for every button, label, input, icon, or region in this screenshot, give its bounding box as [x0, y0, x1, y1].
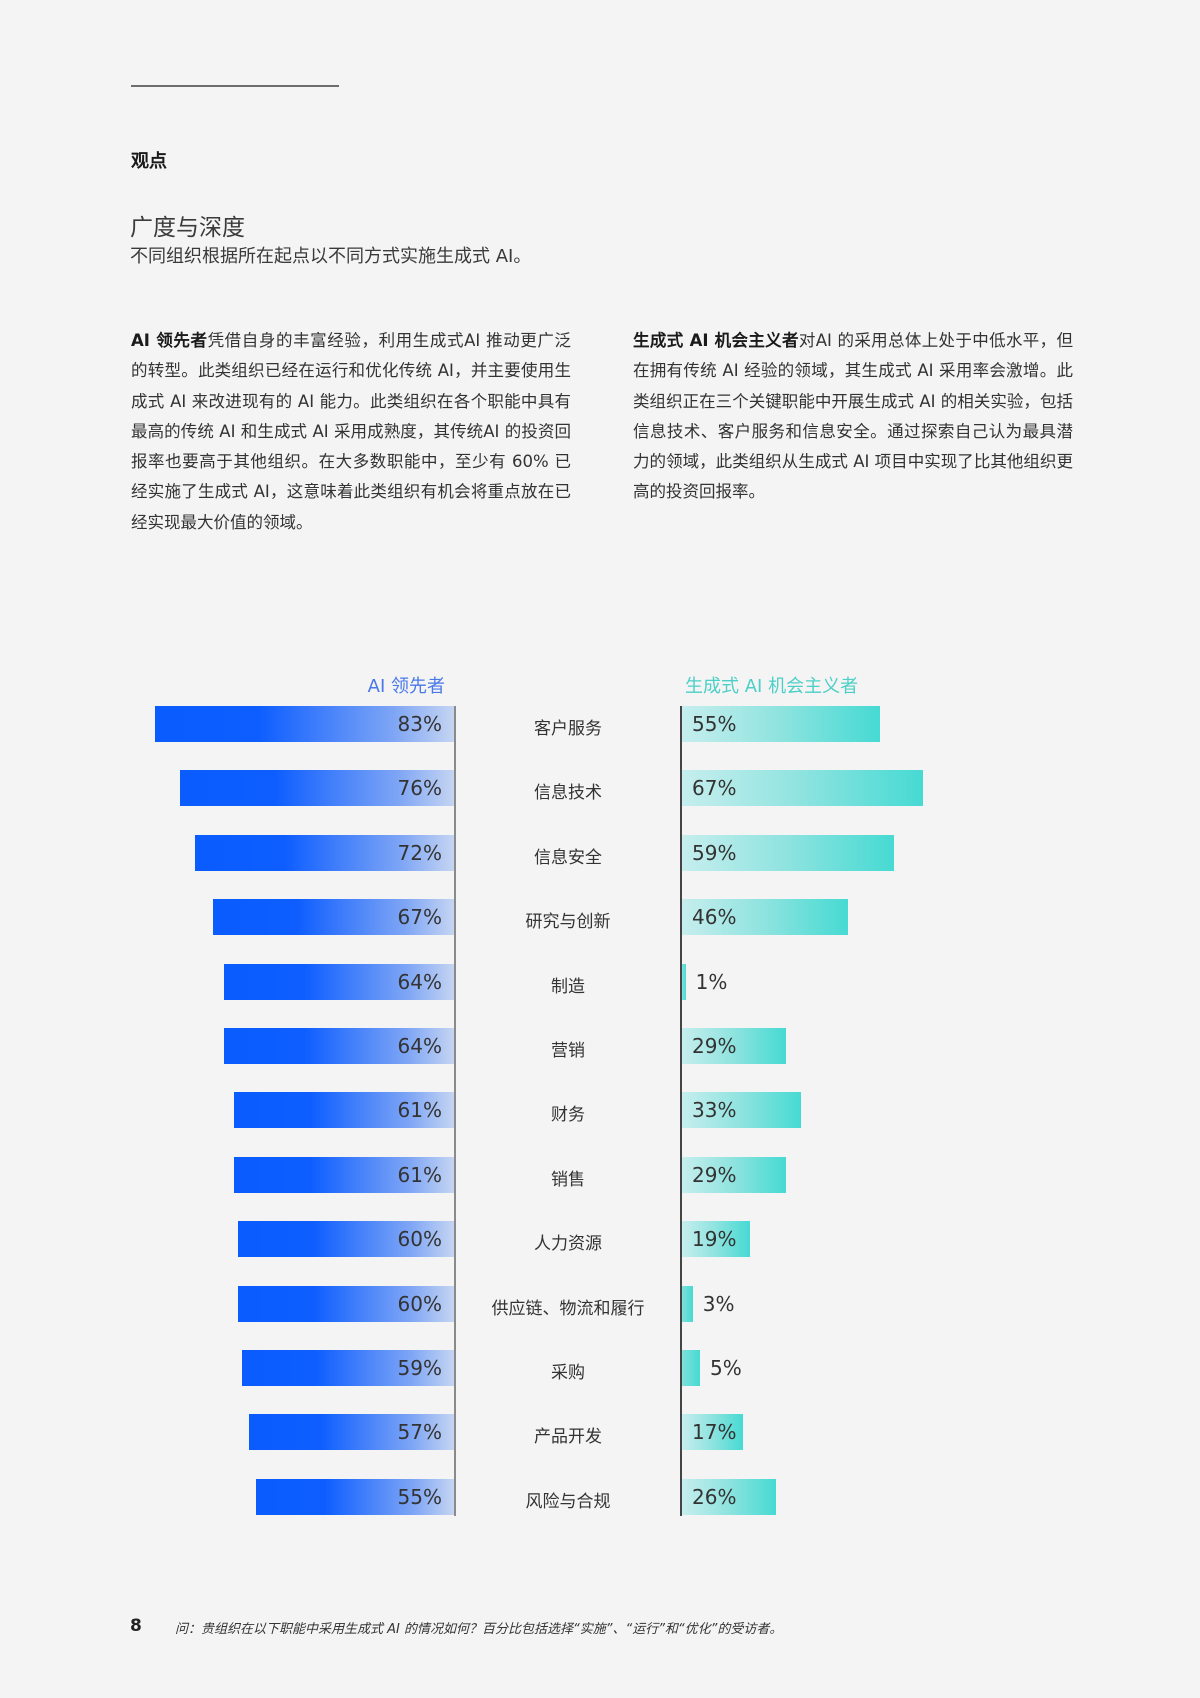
chart-row: 83% 客户服务 55% — [0, 706, 1200, 742]
chart-row: 76% 信息技术 67% — [0, 770, 1200, 807]
value-label: 55% — [692, 712, 737, 736]
bar-genai-opportunists — [682, 1478, 776, 1515]
bar-genai-opportunists — [682, 1092, 801, 1129]
chart-row: 60% 人力资源 19% — [0, 1221, 1200, 1258]
page-number: 8 — [130, 1616, 142, 1636]
bar-ai-leaders: 67% — [212, 899, 454, 936]
category-label: 人力资源 — [534, 1234, 602, 1255]
bar-genai-opportunists — [682, 1350, 700, 1386]
value-label: 55% — [397, 1484, 442, 1509]
value-label: 76% — [397, 776, 442, 801]
chart-row: 67% 研究与创新 46% — [0, 899, 1200, 936]
category-label: 营销 — [551, 1041, 585, 1061]
category-label: 供应链、物流和履行 — [491, 1298, 645, 1319]
right-axis-line — [680, 706, 682, 1516]
ai-leaders-paragraph: AI 领先者凭借自身的丰富经验，利用生成式AI 推动更广泛的转型。此类组织已经在… — [131, 326, 571, 538]
chart-row: 61% 财务 33% — [0, 1092, 1200, 1129]
category-label: 风险与合规 — [525, 1491, 611, 1512]
value-label: 60% — [397, 1227, 442, 1252]
bar-genai-opportunists — [682, 770, 924, 807]
category-label: 产品开发 — [534, 1427, 602, 1448]
value-label: 17% — [692, 1420, 737, 1445]
bar-ai-leaders: 64% — [223, 963, 454, 1000]
category-label: 信息技术 — [534, 783, 602, 804]
bar-ai-leaders: 83% — [155, 706, 454, 742]
category-label: 制造 — [551, 976, 585, 997]
chart-row: 59% 采购 5% — [0, 1350, 1200, 1386]
value-label: 1% — [695, 969, 728, 994]
value-label: 59% — [397, 1356, 442, 1380]
chart-row: 61% 销售 29% — [0, 1156, 1200, 1193]
bar-genai-opportunists — [682, 1414, 744, 1451]
category-label: 采购 — [551, 1363, 585, 1383]
chart-row: 60% 供应链、物流和履行 3% — [0, 1285, 1200, 1322]
value-label: 64% — [397, 969, 442, 994]
value-label: 83% — [397, 712, 442, 736]
value-label: 59% — [692, 840, 737, 865]
bar-ai-leaders: 60% — [238, 1285, 454, 1322]
top-divider — [131, 85, 339, 87]
paragraph-lead: AI 领先者 — [131, 331, 208, 350]
category-label: 信息安全 — [534, 847, 602, 868]
value-label: 61% — [397, 1162, 442, 1187]
bar-genai-opportunists — [682, 1028, 787, 1064]
bar-genai-opportunists — [682, 1156, 787, 1193]
bar-ai-leaders: 76% — [180, 770, 454, 807]
bar-genai-opportunists — [682, 834, 895, 871]
value-label: 67% — [692, 776, 737, 801]
page-title: 广度与深度 — [130, 215, 245, 241]
legend-ai-leaders: AI 领先者 — [367, 676, 445, 697]
page-subtitle: 不同组织根据所在起点以不同方式实施生成式 AI。 — [130, 246, 532, 267]
category-label: 研究与创新 — [525, 912, 611, 933]
chart-row: 64% 制造 1% — [0, 963, 1200, 1000]
value-label: 29% — [692, 1162, 737, 1187]
category-label: 销售 — [551, 1169, 585, 1190]
paragraph-lead: 生成式 AI 机会主义者 — [633, 331, 799, 350]
value-label: 29% — [692, 1034, 737, 1058]
chart-row: 57% 产品开发 17% — [0, 1414, 1200, 1451]
left-axis-line — [454, 706, 456, 1516]
bar-genai-opportunists — [682, 963, 686, 1000]
bar-genai-opportunists — [682, 899, 848, 936]
bar-ai-leaders: 60% — [238, 1221, 454, 1258]
value-label: 33% — [692, 1098, 737, 1123]
bar-genai-opportunists — [682, 706, 880, 742]
paragraph-body: 对AI 的采用总体上处于中低水平，但在拥有传统 AI 经验的领域，其生成式 AI… — [633, 331, 1073, 502]
category-label: 财务 — [551, 1105, 585, 1126]
value-label: 26% — [692, 1484, 737, 1509]
value-label: 72% — [397, 840, 442, 865]
bar-ai-leaders: 61% — [234, 1092, 454, 1129]
paragraph-body: 凭借自身的丰富经验，利用生成式AI 推动更广泛的转型。此类组织已经在运行和优化传… — [131, 331, 571, 532]
bar-ai-leaders: 55% — [256, 1478, 454, 1515]
value-label: 64% — [397, 1034, 442, 1058]
value-label: 61% — [397, 1098, 442, 1123]
bar-genai-opportunists — [682, 1285, 693, 1322]
bar-ai-leaders: 72% — [194, 834, 454, 871]
chart-row: 55% 风险与合规 26% — [0, 1478, 1200, 1515]
category-label: 客户服务 — [534, 719, 602, 739]
legend-genai-opportunists: 生成式 AI 机会主义者 — [685, 676, 859, 697]
value-label: 19% — [692, 1227, 737, 1252]
chart-row: 64% 营销 29% — [0, 1028, 1200, 1064]
footnote: 问：贵组织在以下职能中采用生成式 AI 的情况如何？百分比包括选择“实施”、“运… — [175, 1622, 783, 1637]
bar-genai-opportunists — [682, 1221, 751, 1258]
value-label: 46% — [692, 905, 737, 930]
chart-row: 72% 信息安全 59% — [0, 834, 1200, 871]
bar-ai-leaders: 64% — [223, 1028, 454, 1064]
bar-ai-leaders: 57% — [248, 1414, 454, 1451]
bar-ai-leaders: 61% — [234, 1156, 454, 1193]
value-label: 57% — [397, 1420, 442, 1445]
bar-ai-leaders: 59% — [241, 1350, 454, 1386]
value-label: 3% — [702, 1291, 735, 1316]
value-label: 67% — [397, 905, 442, 930]
genai-opportunists-paragraph: 生成式 AI 机会主义者对AI 的采用总体上处于中低水平，但在拥有传统 AI 经… — [633, 326, 1073, 508]
value-label: 5% — [710, 1356, 742, 1380]
value-label: 60% — [397, 1291, 442, 1316]
section-label: 观点 — [131, 151, 167, 172]
